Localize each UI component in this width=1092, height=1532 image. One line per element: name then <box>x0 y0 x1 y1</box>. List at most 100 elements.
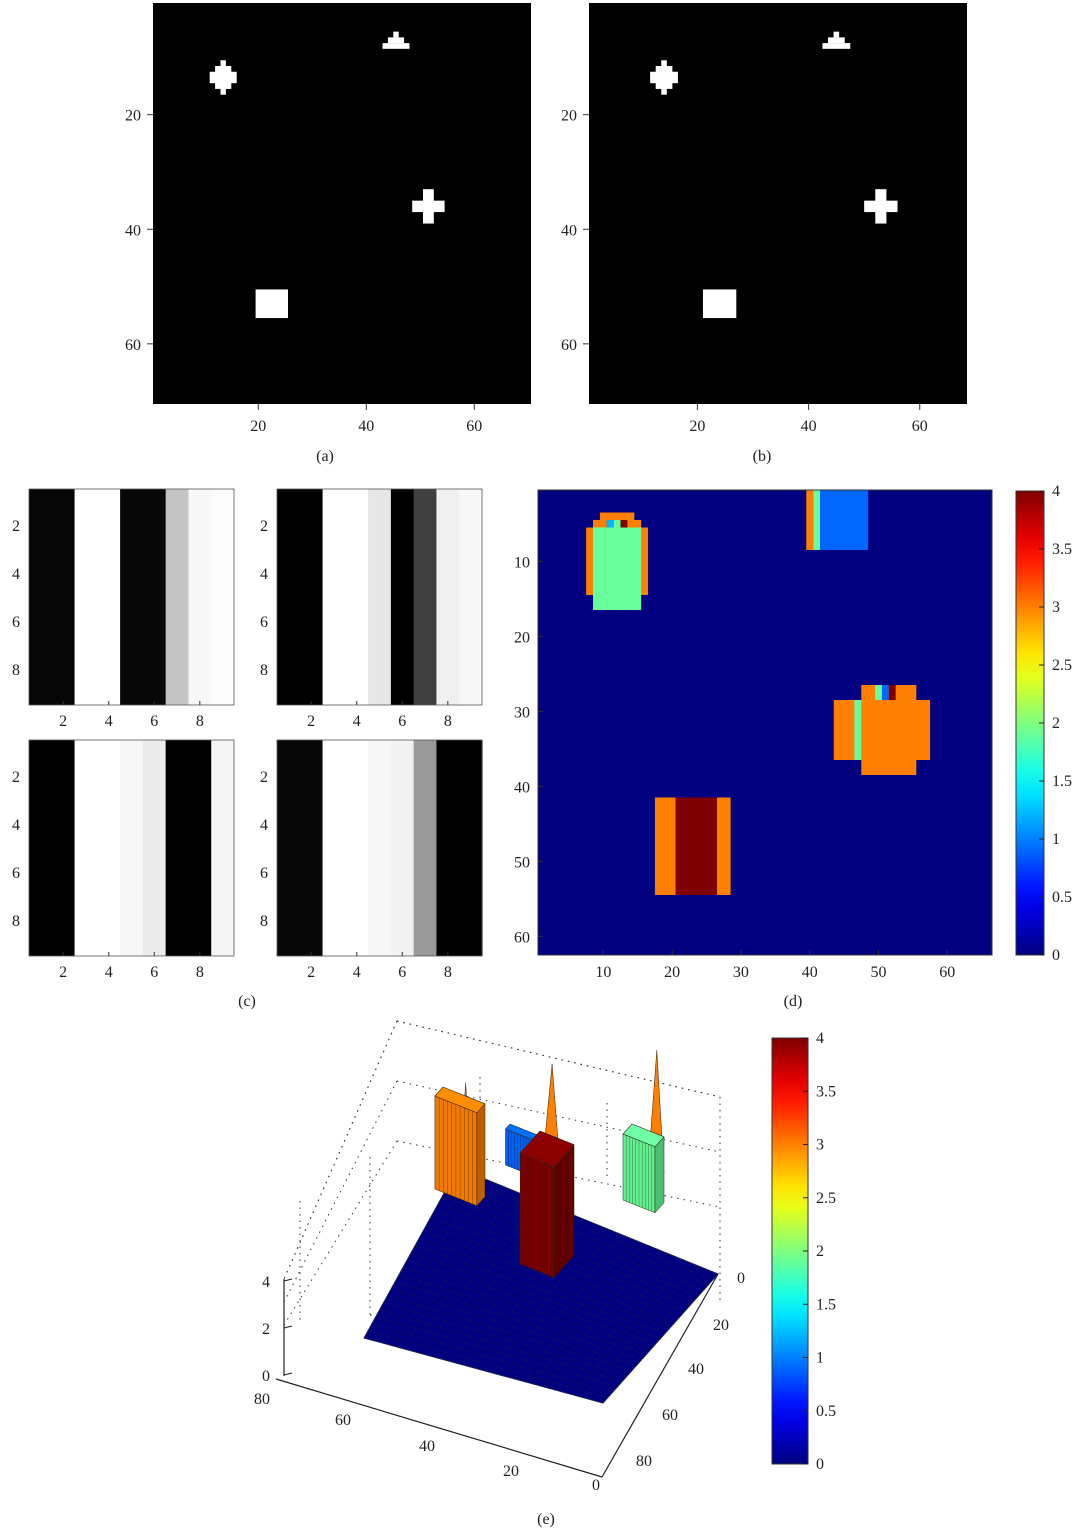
column-cell <box>368 489 392 705</box>
y-tick-label: 8 <box>260 913 268 930</box>
heatmap-region <box>813 490 821 550</box>
object-diamond <box>220 60 226 95</box>
column-cell <box>97 740 121 956</box>
heatmap-region <box>627 520 642 528</box>
y-tick-label: 4 <box>260 817 268 834</box>
y-tick-label: 4 <box>12 817 20 834</box>
column-cell <box>413 740 438 956</box>
x-tick-label: 60 <box>912 418 928 435</box>
panel-c-ticks: 2 4 6 8 2 4 6 8 2 4 6 8 2 4 6 8 2 4 6 8 2 4 6 8 2 4 6 8 2 4 6 8 <box>12 518 452 981</box>
column-cell <box>188 489 212 705</box>
x-axis <box>275 1378 603 1478</box>
y-tick-label: 2 <box>260 769 268 786</box>
caption-d: (d) <box>784 993 803 1010</box>
x-tick-label: 20 <box>250 418 266 435</box>
box-edge-dotted <box>396 1020 721 1098</box>
colorbar-tick-label: 4 <box>1052 483 1060 500</box>
image-frame <box>276 488 483 706</box>
object-rectangle <box>255 289 288 319</box>
image-frame <box>28 739 235 957</box>
heatmap-region <box>606 520 614 528</box>
x-tick-label: 40 <box>801 418 817 435</box>
x-tick-label: 2 <box>59 713 67 730</box>
panel-d-colorbar: 0 0.5 1 1.5 2 2.5 3 3.5 4 <box>1015 483 1072 964</box>
y-tick-label: 60 <box>662 1407 678 1424</box>
surface-block-top <box>519 1130 575 1167</box>
y-tick-label: 40 <box>125 222 141 239</box>
surface-block-top <box>434 1086 486 1114</box>
surface-mesh-line <box>379 1309 623 1382</box>
object-diamond <box>661 60 667 95</box>
image-background <box>153 3 531 404</box>
z-tick-label: 2 <box>262 1321 270 1338</box>
grid-line-dotted <box>283 1020 398 1280</box>
column-cell <box>459 489 483 705</box>
y-axis <box>601 1273 719 1478</box>
y-tick-label: 8 <box>12 662 20 679</box>
column-cell <box>368 740 392 956</box>
column-cell <box>188 740 212 956</box>
colorbar-tick-label: 1.5 <box>1052 773 1072 790</box>
surface-block-face <box>476 1103 486 1207</box>
colorbar-tick-label: 1.5 <box>816 1296 836 1313</box>
colorbar-tick-label: 2 <box>816 1243 824 1260</box>
panel-d-ticks: 10 20 30 40 50 60 10 20 30 40 50 60 <box>514 554 955 981</box>
colorbar-tick-label: 0.5 <box>1052 889 1072 906</box>
x-tick-label: 6 <box>398 713 406 730</box>
caption-a: (a) <box>316 448 334 465</box>
x-tick-label: 10 <box>595 964 611 981</box>
column-cell <box>345 740 369 956</box>
object-triangle <box>828 37 845 44</box>
column-cell <box>142 489 167 705</box>
y-tick-label: 20 <box>713 1317 729 1334</box>
grid-line-dotted <box>283 1140 398 1326</box>
colorbar-tick-label: 2 <box>1052 715 1060 732</box>
object-triangle <box>387 37 405 44</box>
object-cross <box>423 189 434 224</box>
y-tick-label: 60 <box>561 337 577 354</box>
column-cell <box>322 740 346 956</box>
heatmap-region <box>716 797 731 895</box>
y-tick-label: 10 <box>514 554 530 571</box>
y-tick-label: 6 <box>12 865 20 882</box>
heatmap-region <box>833 700 931 760</box>
z-tick-label: 0 <box>262 1368 270 1385</box>
panel-b-ticks: 20 40 60 20 40 60 <box>561 108 928 435</box>
caption-e: (e) <box>537 1511 555 1528</box>
x-tick-label: 2 <box>307 713 315 730</box>
column-cell <box>165 740 190 956</box>
x-tick-label: 8 <box>196 964 204 981</box>
heatmap-region <box>820 490 869 550</box>
panel-e-colorbar: 0 0.5 1 1.5 2 2.5 3 3.5 4 <box>771 1030 836 1473</box>
object-triangle <box>382 43 410 49</box>
object-cross <box>875 189 887 224</box>
y-tick-label: 80 <box>636 1453 652 1470</box>
column-cell <box>51 740 76 956</box>
heatmap-region <box>593 527 642 610</box>
y-tick-label: 20 <box>561 108 577 125</box>
column-cell <box>97 489 121 705</box>
colorbar-tick-label: 3 <box>816 1137 824 1154</box>
image-frame <box>28 488 235 706</box>
x-tick-label: 4 <box>353 964 361 981</box>
z-tick-mark <box>283 1372 293 1376</box>
y-tick-label: 6 <box>260 865 268 882</box>
column-cell <box>211 740 235 956</box>
y-tick-label: 4 <box>260 566 268 583</box>
x-tick-label: 60 <box>466 418 482 435</box>
x-tick-label: 20 <box>689 418 705 435</box>
column-cell <box>142 740 167 956</box>
y-tick-label: 8 <box>12 913 20 930</box>
column-cell <box>29 489 53 705</box>
surface-block-face <box>654 1136 665 1214</box>
y-tick-label: 40 <box>688 1361 704 1378</box>
y-tick-label: 6 <box>260 614 268 631</box>
heatmap-region <box>861 760 917 775</box>
column-cell <box>211 489 235 705</box>
column-cell <box>74 740 98 956</box>
x-tick-label: 4 <box>105 964 113 981</box>
x-tick-label: 80 <box>254 1391 270 1408</box>
heatmap-region <box>675 797 717 895</box>
x-tick-label: 8 <box>444 964 452 981</box>
surface-mesh-line <box>367 1330 608 1398</box>
